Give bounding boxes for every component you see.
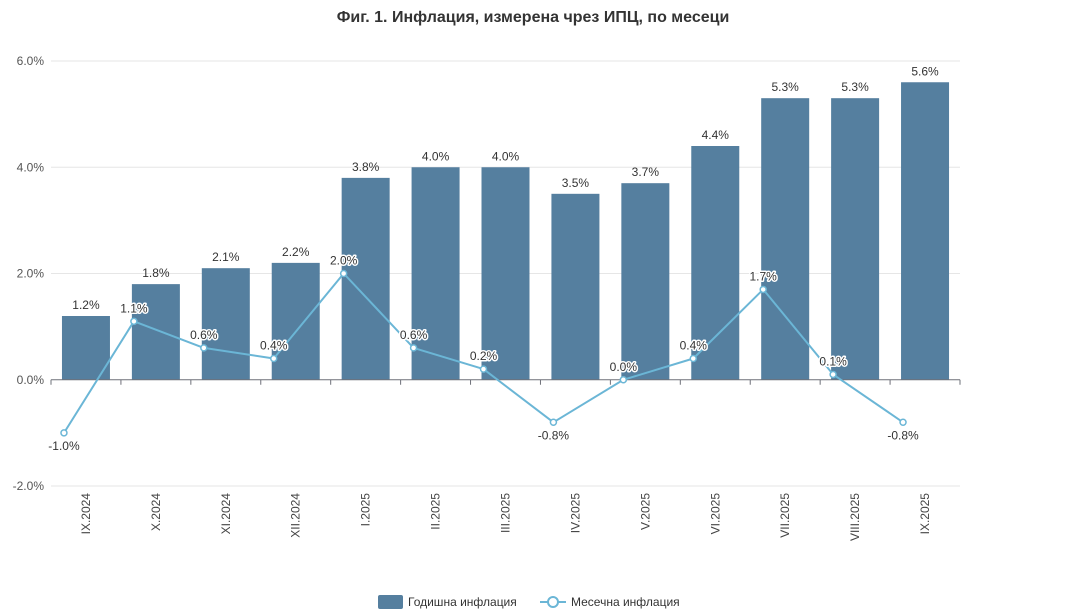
bar-data-label: 2.2% [282,245,310,259]
line-data-label: 0.4% [680,339,708,353]
y-tick-label: 6.0% [17,54,45,68]
line-data-label: 0.1% [819,354,847,368]
bar-data-label: 3.7% [632,165,660,179]
line-series [60,269,907,437]
line-point [899,418,907,426]
bar-data-label: 1.8% [142,266,170,280]
legend-bar-swatch [378,595,403,609]
chart-title: Фиг. 1. Инфлация, измерена чрез ИПЦ, по … [337,9,730,26]
y-axis-ticks: -2.0% 0.0% 2.0% 4.0% 6.0% [13,54,45,493]
line-data-label: 2.0% [330,254,358,268]
bar [271,262,320,380]
line-data-labels: -1.0% 1.1% 0.6% 0.4% 2.0% 0.6% 0.2% -0.8% 0.0% 0.… [47,252,921,454]
y-tick-label: 0.0% [17,373,45,387]
x-tick-label: V.2025 [638,493,652,530]
x-tick-label: X.2024 [149,493,163,531]
line-data-label: 0.2% [470,349,498,363]
bar-data-label: 5.6% [911,64,939,78]
line-point [619,376,628,384]
bar-data-label: 4.0% [492,149,520,163]
bar-data-label: 2.1% [212,250,240,264]
x-tick-label: VII.2025 [778,493,792,538]
x-tick-label: I.2025 [359,493,373,527]
x-tick-label: VIII.2025 [848,493,862,541]
line-point [479,365,488,373]
bar [831,98,880,380]
bar [201,268,250,380]
bar-data-label: 4.4% [702,128,730,142]
x-tick-label: VI.2025 [708,493,722,535]
x-tick-label: III.2025 [499,493,513,533]
legend-bar-label: Годишна инфлация [408,595,517,609]
bar [691,146,740,380]
bar-series [61,82,950,380]
bar-data-label: 1.2% [72,298,100,312]
bar [761,98,810,380]
x-tick-label: II.2025 [429,493,443,530]
line-data-label: 0.4% [260,339,288,353]
bar-data-label: 5.3% [841,80,869,94]
bar-data-labels: 1.2% 1.8% 2.1% 2.2% 3.8% 4.0% 4.0% 3.5% 3.7% 4.4%… [72,64,939,312]
line-data-label: -0.8% [887,428,919,442]
bar [621,183,670,380]
x-tick-label: IX.2025 [918,493,932,535]
bar [901,82,950,380]
line-data-label: 1.1% [120,301,148,315]
legend-line-marker [547,596,559,608]
x-tick-label: XII.2024 [289,493,303,538]
line-data-label: -1.0% [48,439,80,453]
line-point [689,354,698,363]
bar-data-label: 3.8% [352,160,380,174]
bar [551,193,600,380]
line-point [130,317,138,326]
bar [61,316,110,380]
line-point [339,269,348,278]
line-point [60,429,68,437]
y-tick-label: 2.0% [17,267,45,281]
bar [481,167,530,380]
x-tick-label: IX.2024 [79,493,93,535]
line-point [829,370,837,379]
line-data-label: 1.7% [750,269,778,283]
y-tick-label: 4.0% [17,160,45,174]
legend-line-label: Месечна инфлация [571,595,680,609]
line-point [759,285,767,294]
bar [411,167,460,380]
legend[interactable]: Годишна инфлация Месечна инфлация [378,595,680,609]
x-tick-label: XI.2024 [219,493,233,535]
line-data-label: 0.6% [400,328,428,342]
x-tick-label: IV.2025 [568,493,582,534]
y-tick-label: -2.0% [13,479,45,493]
x-axis [50,379,961,385]
line-data-label: 0.6% [190,328,218,342]
bar-data-label: 4.0% [422,149,450,163]
line-point [269,354,278,363]
bar [131,284,180,380]
line-point [409,344,418,352]
bar-data-label: 3.5% [562,176,590,190]
line-point [549,418,558,426]
line-data-label: 0.0% [610,360,638,374]
line-data-label: -0.8% [538,428,570,442]
x-axis-ticks: IX.2024 X.2024 XI.2024 XII.2024 I.2025 II.202… [79,493,932,541]
bar-data-label: 5.3% [772,80,800,94]
line-point [200,344,208,352]
